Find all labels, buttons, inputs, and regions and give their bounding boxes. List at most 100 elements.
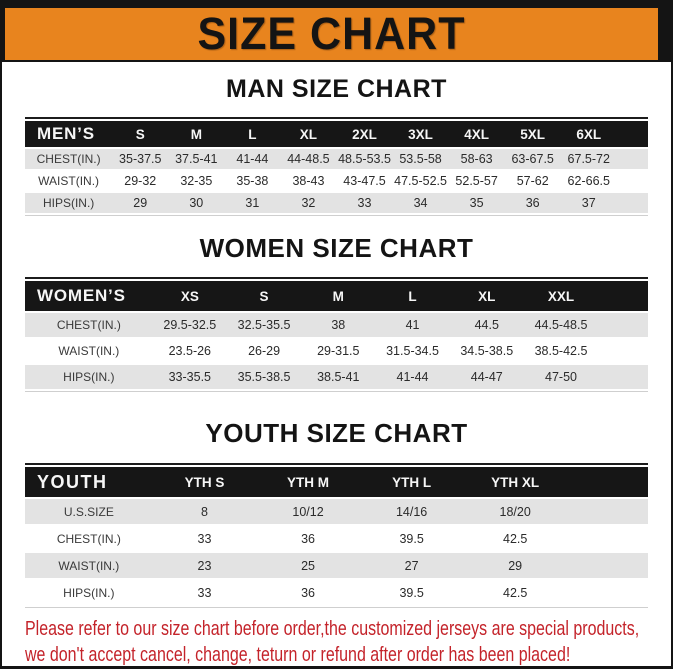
size-value: 32 — [280, 193, 337, 213]
table-header-row: MEN’S S M L XL 2XL 3XL 4XL 5XL 6XL — [25, 121, 648, 147]
page-title: SIZE CHART — [197, 8, 466, 59]
footer-line-2: we don't accept cancel, change, teturn o… — [25, 643, 571, 666]
size-value: 44.5-48.5 — [523, 313, 599, 337]
size-value: 18/20 — [463, 499, 567, 524]
size-value: 36 — [504, 193, 561, 213]
footer-note: Please refer to our size chart before or… — [25, 616, 671, 666]
size-value: 35.5-38.5 — [226, 365, 302, 389]
footer-line-1: Please refer to our size chart before or… — [25, 617, 640, 640]
banner-frame: SIZE CHART — [2, 0, 671, 62]
table-header-row: YOUTH YTH S YTH M YTH L YTH XL — [25, 467, 648, 497]
size-table: YOUTH YTH S YTH M YTH L YTH XL U.S.SIZE 8 10/1… — [25, 465, 648, 607]
size-value: 38.5-42.5 — [523, 339, 599, 363]
filler-cell — [566, 580, 648, 605]
size-value: 34.5-38.5 — [449, 339, 524, 363]
size-value: 34 — [392, 193, 449, 213]
size-column-header: XXL — [523, 281, 599, 311]
size-value: 63-67.5 — [504, 149, 561, 169]
size-column-header: M — [168, 121, 225, 147]
size-section: MAN SIZE CHART MEN’S S M L XL 2XL 3XL 4XL 5XL 6XL… — [2, 75, 671, 216]
size-value: 42.5 — [463, 526, 567, 551]
filler-cell — [598, 365, 648, 389]
measurement-label: CHEST(IN.) — [25, 313, 153, 337]
table-row: CHEST(IN.) 33 36 39.5 42.5 — [25, 526, 648, 551]
filler-cell — [616, 121, 648, 147]
size-value: 26-29 — [226, 339, 302, 363]
size-value: 35-38 — [224, 171, 281, 191]
size-value: 44.5 — [449, 313, 524, 337]
size-value: 41 — [375, 313, 450, 337]
table-row: CHEST(IN.) 35-37.5 37.5-41 41-44 44-48.5 48.5… — [25, 149, 648, 169]
filler-cell — [616, 171, 648, 191]
size-value: 33 — [152, 580, 257, 605]
size-value: 44-48.5 — [280, 149, 337, 169]
table-row: WAIST(IN.) 23 25 27 29 — [25, 553, 648, 578]
size-column-header: S — [226, 281, 302, 311]
size-value: 67.5-72 — [560, 149, 617, 169]
table-header-row: WOMEN’S XS S M L XL XXL — [25, 281, 648, 311]
filler-cell — [598, 339, 648, 363]
size-value: 37 — [560, 193, 617, 213]
size-column-header: 3XL — [392, 121, 449, 147]
size-value: 33-35.5 — [152, 365, 227, 389]
measurement-label: HIPS(IN.) — [25, 580, 153, 605]
size-value: 8 — [152, 499, 257, 524]
section-title: WOMEN SIZE CHART — [199, 233, 474, 263]
size-value: 38 — [301, 313, 376, 337]
measurement-label: WAIST(IN.) — [25, 339, 153, 363]
size-value: 35-37.5 — [112, 149, 169, 169]
table-header-label: YOUTH — [25, 467, 153, 497]
section-title: MAN SIZE CHART — [226, 75, 447, 103]
measurement-label: HIPS(IN.) — [25, 193, 113, 213]
size-column-header: XL — [449, 281, 524, 311]
size-value: 37.5-41 — [168, 149, 225, 169]
size-value: 52.5-57 — [448, 171, 505, 191]
measurement-label: CHEST(IN.) — [25, 526, 153, 551]
size-value: 32-35 — [168, 171, 225, 191]
filler-cell — [566, 526, 648, 551]
filler-cell — [566, 467, 648, 497]
filler-cell — [566, 553, 648, 578]
size-value: 30 — [168, 193, 225, 213]
size-column-header: YTH L — [359, 467, 464, 497]
size-value: 29-31.5 — [301, 339, 376, 363]
size-value: 39.5 — [359, 580, 464, 605]
size-column-header: M — [301, 281, 376, 311]
size-column-header: 5XL — [504, 121, 561, 147]
size-value: 41-44 — [375, 365, 450, 389]
size-table-wrap: WOMEN’S XS S M L XL XXL CHEST(IN.) 29.5-32.5 32.… — [25, 277, 648, 392]
size-value: 39.5 — [359, 526, 464, 551]
size-table: MEN’S S M L XL 2XL 3XL 4XL 5XL 6XL CHEST(IN.) 35-3… — [25, 119, 648, 215]
size-value: 33 — [336, 193, 393, 213]
measurement-label: HIPS(IN.) — [25, 365, 153, 389]
size-value: 43-47.5 — [336, 171, 393, 191]
measurement-label: WAIST(IN.) — [25, 553, 153, 578]
size-value: 35 — [448, 193, 505, 213]
size-column-header: YTH M — [256, 467, 360, 497]
table-row: HIPS(IN.) 33-35.5 35.5-38.5 38.5-41 41-44 44-… — [25, 365, 648, 389]
size-value: 38-43 — [280, 171, 337, 191]
size-table-wrap: YOUTH YTH S YTH M YTH L YTH XL U.S.SIZE 8 10/1… — [25, 463, 648, 608]
size-value: 27 — [359, 553, 464, 578]
size-column-header: YTH XL — [463, 467, 567, 497]
size-value: 10/12 — [256, 499, 360, 524]
table-row: CHEST(IN.) 29.5-32.5 32.5-35.5 38 41 44.5 44.5… — [25, 313, 648, 337]
table-header-label: WOMEN’S — [25, 281, 153, 311]
measurement-label: WAIST(IN.) — [25, 171, 113, 191]
size-value: 25 — [256, 553, 360, 578]
table-row: HIPS(IN.) 29 30 31 32 33 34 35 36 37 — [25, 193, 648, 213]
size-value: 29 — [463, 553, 567, 578]
size-column-header: YTH S — [152, 467, 257, 497]
size-column-header: S — [112, 121, 169, 147]
size-value: 32.5-35.5 — [226, 313, 302, 337]
table-row: WAIST(IN.) 23.5-26 26-29 29-31.5 31.5-34.5 34… — [25, 339, 648, 363]
size-value: 36 — [256, 526, 360, 551]
section-title: YOUTH SIZE CHART — [205, 418, 468, 448]
measurement-label: U.S.SIZE — [25, 499, 153, 524]
size-value: 33 — [152, 526, 257, 551]
size-column-header: 2XL — [336, 121, 393, 147]
size-value: 62-66.5 — [560, 171, 617, 191]
measurement-label: CHEST(IN.) — [25, 149, 113, 169]
size-column-header: 6XL — [560, 121, 617, 147]
